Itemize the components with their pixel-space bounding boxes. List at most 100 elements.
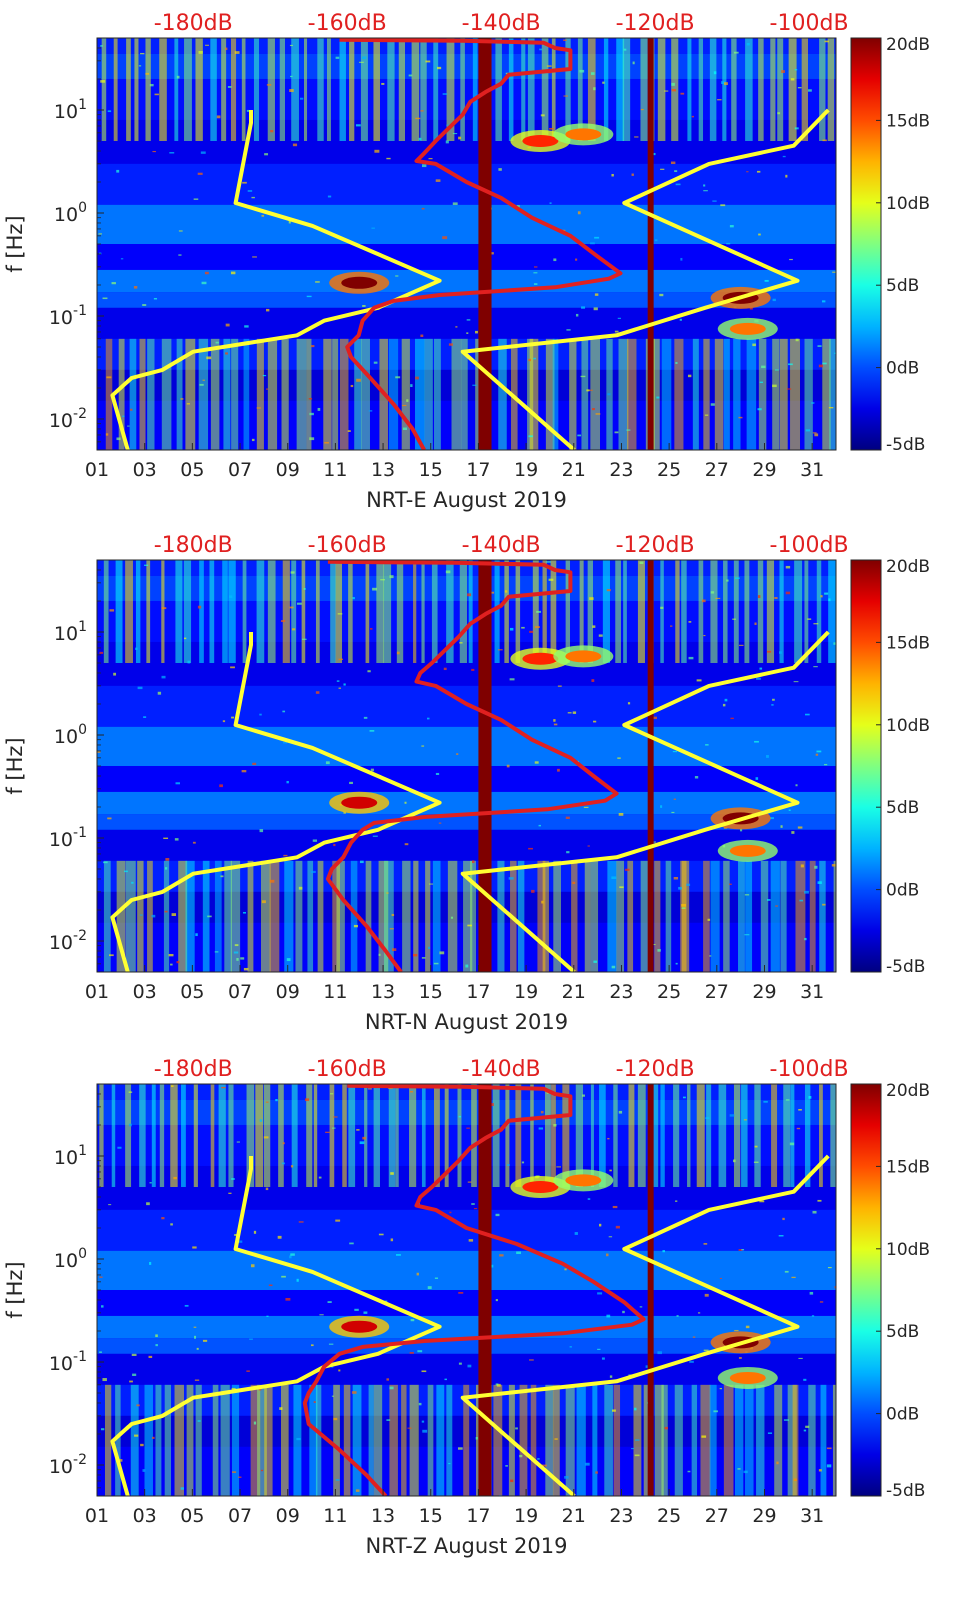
spectral-speckle bbox=[428, 158, 433, 160]
spectral-speckle bbox=[265, 1101, 269, 1103]
daily-streak-low bbox=[833, 860, 836, 972]
spectral-speckle bbox=[192, 1246, 197, 1249]
spectral-speckle bbox=[219, 784, 223, 788]
spectral-speckle bbox=[304, 1098, 310, 1102]
colorbar bbox=[850, 1083, 882, 1497]
daily-streak-high bbox=[420, 38, 427, 141]
daily-streak-low bbox=[436, 1384, 445, 1496]
daily-streak-low bbox=[738, 860, 745, 972]
spectral-speckle bbox=[165, 858, 170, 861]
daily-streak-high bbox=[660, 1084, 665, 1187]
plot-area bbox=[97, 560, 848, 972]
spectral-speckle bbox=[206, 356, 212, 360]
daily-streak-low bbox=[103, 860, 111, 972]
daily-streak-low bbox=[202, 860, 210, 972]
colorbar-label: 10dB bbox=[886, 716, 930, 736]
colorbar-label: 15dB bbox=[886, 111, 930, 131]
top-db-label: -100dB bbox=[770, 533, 849, 558]
spectral-speckle bbox=[238, 1476, 242, 1478]
spectral-speckle bbox=[675, 1200, 678, 1202]
spectral-speckle bbox=[116, 169, 120, 173]
daily-streak-high bbox=[505, 1084, 510, 1187]
daily-streak-low bbox=[413, 860, 419, 972]
spectral-speckle bbox=[236, 957, 239, 961]
spectral-speckle bbox=[777, 112, 781, 115]
spectral-speckle bbox=[140, 52, 145, 55]
spectral-speckle bbox=[582, 1094, 585, 1097]
daily-streak-high bbox=[348, 1084, 356, 1187]
spectral-speckle bbox=[602, 81, 605, 84]
x-tick-label: 19 bbox=[514, 1505, 538, 1527]
spectral-speckle bbox=[775, 905, 779, 907]
colorbar-label: 20dB bbox=[886, 557, 930, 577]
spectral-speckle bbox=[741, 1248, 745, 1251]
spectral-speckle bbox=[789, 258, 793, 261]
spectral-speckle bbox=[752, 343, 756, 347]
spectral-speckle bbox=[538, 1127, 544, 1130]
spectral-speckle bbox=[195, 933, 198, 937]
daily-streak-low bbox=[323, 338, 332, 450]
x-tick-label: 21 bbox=[562, 459, 586, 481]
daily-streak-low bbox=[425, 860, 431, 972]
spectral-speckle bbox=[721, 81, 725, 85]
spectral-speckle bbox=[129, 1380, 133, 1383]
spectral-speckle bbox=[266, 388, 269, 390]
spectral-speckle bbox=[598, 634, 603, 637]
colorbar-label: 5dB bbox=[886, 1322, 919, 1342]
spectral-speckle bbox=[787, 388, 792, 390]
spectral-speckle bbox=[184, 1304, 189, 1307]
daily-streak-low bbox=[260, 860, 271, 972]
spectral-speckle bbox=[103, 861, 108, 864]
colorbar-label: 20dB bbox=[886, 1081, 930, 1101]
spectral-speckle bbox=[772, 384, 777, 388]
spectral-speckle bbox=[738, 1249, 743, 1251]
spectral-speckle bbox=[541, 1464, 547, 1467]
x-tick-label: 29 bbox=[752, 1505, 776, 1527]
spectral-speckle bbox=[767, 650, 772, 653]
spectral-speckle bbox=[567, 712, 572, 714]
spectral-speckle bbox=[324, 441, 329, 444]
x-tick-label: 27 bbox=[705, 459, 729, 481]
spectral-speckle bbox=[391, 913, 395, 917]
spectral-speckle bbox=[225, 47, 228, 51]
spectral-speckle bbox=[176, 75, 180, 79]
daily-streak-high bbox=[376, 560, 385, 663]
spectral-speckle bbox=[659, 293, 664, 297]
daily-streak-high bbox=[365, 560, 370, 663]
daily-streak-low bbox=[164, 1384, 172, 1496]
spectral-speckle bbox=[296, 1437, 301, 1441]
spectral-speckle bbox=[557, 685, 562, 687]
daily-streak-low bbox=[843, 861, 848, 972]
spectral-speckle bbox=[363, 716, 368, 719]
spectral-speckle bbox=[676, 1315, 679, 1317]
spectral-speckle bbox=[202, 1339, 208, 1342]
daily-streak-low bbox=[317, 860, 324, 972]
spectral-speckle bbox=[100, 1428, 105, 1431]
spectral-speckle bbox=[634, 1439, 640, 1441]
spectral-speckle bbox=[703, 635, 706, 637]
spectral-speckle bbox=[820, 595, 823, 598]
daily-streak-low bbox=[774, 1384, 783, 1496]
spectral-speckle bbox=[811, 1315, 815, 1317]
spectral-speckle bbox=[793, 681, 799, 683]
spectral-speckle bbox=[268, 1284, 273, 1287]
spectral-speckle bbox=[388, 1087, 393, 1089]
daily-streak-low bbox=[470, 860, 476, 972]
spectral-speckle bbox=[824, 763, 828, 766]
spectral-speckle bbox=[794, 69, 798, 71]
x-tick-label: 21 bbox=[562, 1505, 586, 1527]
x-tick-label: 01 bbox=[85, 981, 109, 1003]
daily-streak-high bbox=[291, 560, 297, 663]
hotspot-core bbox=[565, 128, 602, 141]
daily-streak-high bbox=[139, 1084, 146, 1187]
spectral-speckle bbox=[358, 61, 364, 63]
spectral-speckle bbox=[743, 1470, 748, 1474]
daily-streak-high bbox=[804, 560, 809, 663]
spectral-speckle bbox=[784, 1270, 789, 1273]
spectral-speckle bbox=[303, 588, 306, 590]
spectral-speckle bbox=[756, 677, 761, 680]
spectral-speckle bbox=[724, 82, 728, 86]
spectral-speckle bbox=[632, 61, 635, 65]
spectral-speckle bbox=[442, 93, 448, 95]
